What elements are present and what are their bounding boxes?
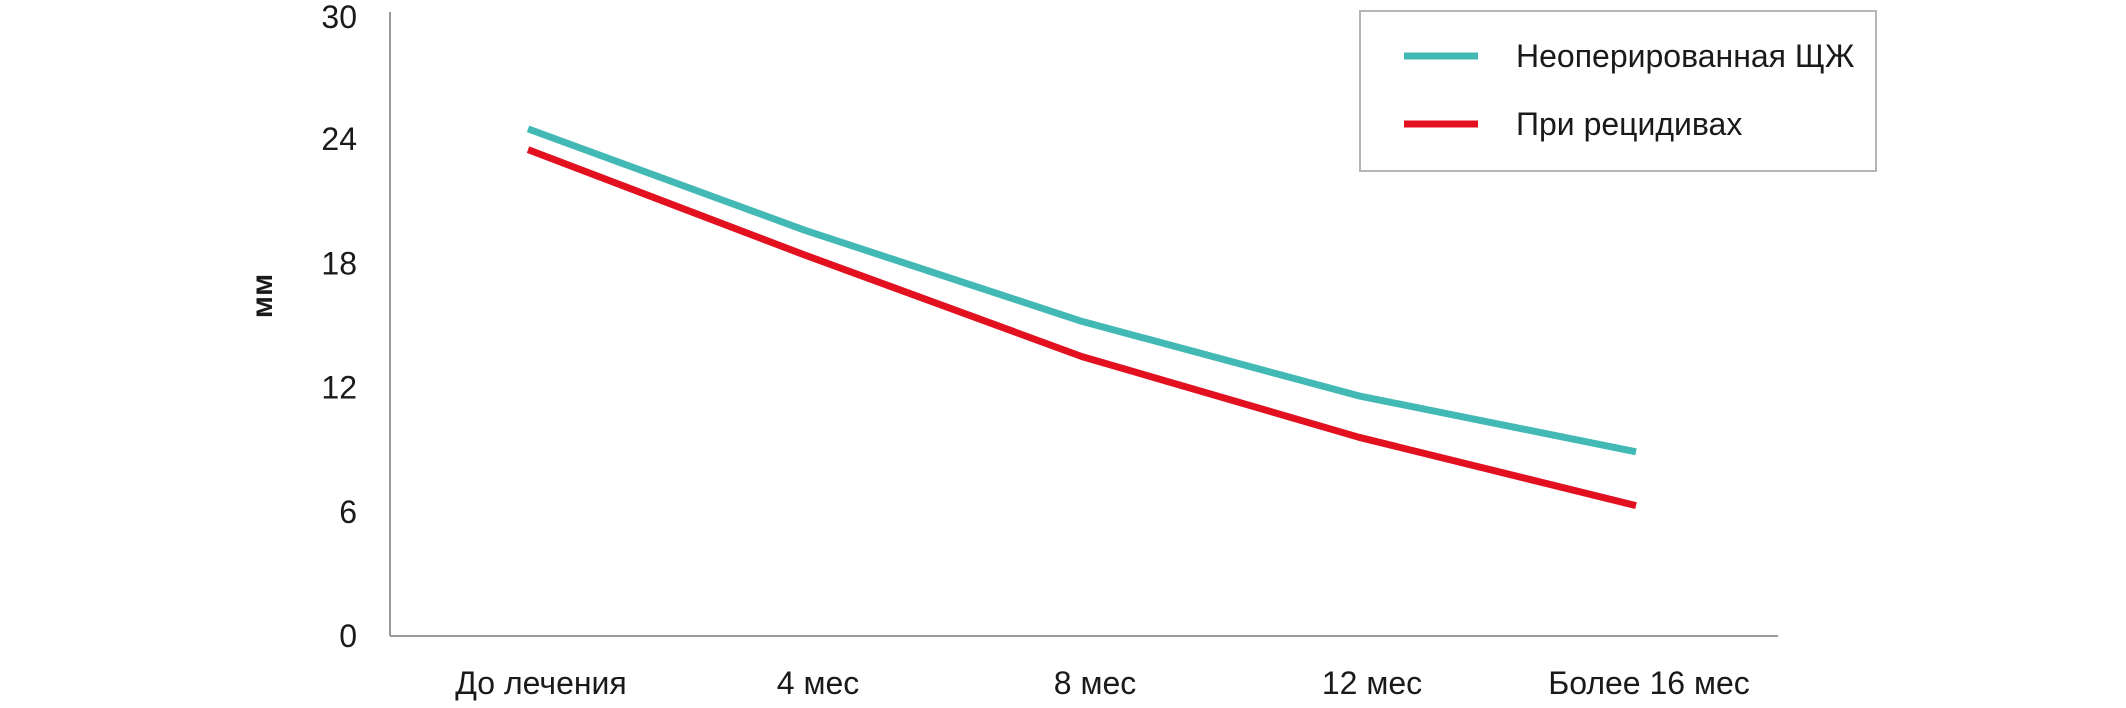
y-tick-label: 18 (321, 245, 357, 281)
y-tick-label: 6 (339, 494, 357, 530)
y-tick-label: 30 (321, 0, 357, 35)
y-tick-label: 0 (339, 618, 357, 654)
legend: Неоперированная ЩЖ При рецидивах (1359, 10, 1877, 172)
legend-box (1359, 10, 1877, 172)
axes (389, 12, 1778, 637)
y-tick-label: 12 (321, 370, 357, 406)
legend-label: Неоперированная ЩЖ (1516, 38, 1855, 74)
legend-items: Неоперированная ЩЖ При рецидивах (1404, 38, 1855, 142)
legend-label: При рецидивах (1516, 106, 1742, 142)
series-line-1 (526, 125, 1637, 456)
x-tick-label: До лечения (455, 665, 626, 701)
x-tick-label: 8 мес (1054, 665, 1136, 701)
y-tick-label: 24 (321, 121, 357, 157)
y-axis-label: мм (246, 274, 279, 318)
series-lines (526, 125, 1637, 509)
series-line-2 (526, 146, 1637, 509)
x-tick-labels: До лечения 4 мес 8 мес 12 мес Более 16 мес (455, 665, 1750, 701)
x-tick-label: 4 мес (777, 665, 859, 701)
x-tick-label: Более 16 мес (1548, 665, 1750, 701)
x-tick-label: 12 мес (1322, 665, 1422, 701)
y-tick-labels: 0 6 12 18 24 30 (321, 0, 357, 654)
